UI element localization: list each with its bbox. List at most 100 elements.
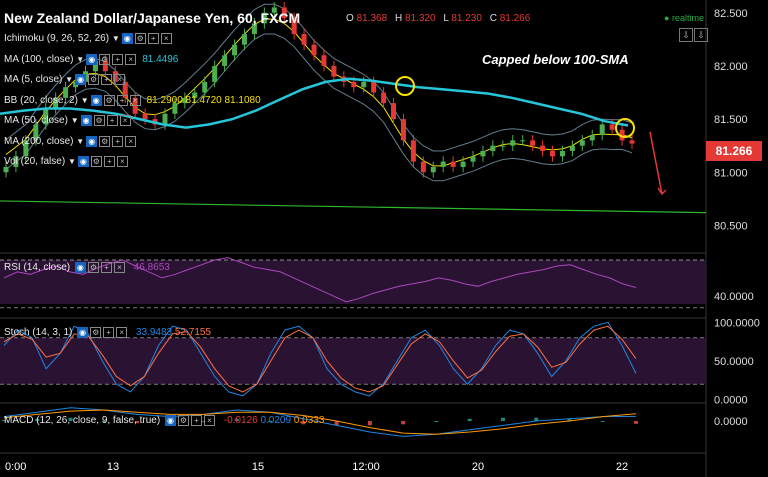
macd-histogram-bar xyxy=(600,421,605,422)
gear-icon[interactable]: ⚙ xyxy=(93,115,105,126)
close-icon[interactable]: × xyxy=(116,156,128,167)
eye-icon[interactable]: ◉ xyxy=(77,156,89,167)
indicator-legend[interactable]: MA (5, close) ▼ ◉ ⚙ + × xyxy=(4,74,131,85)
gear-icon[interactable]: ⚙ xyxy=(177,415,189,426)
candle xyxy=(361,81,367,88)
eye-icon[interactable]: ◉ xyxy=(86,135,98,147)
candle xyxy=(192,92,198,98)
macd-histogram-bar xyxy=(401,421,406,425)
candle xyxy=(460,161,466,167)
macd-histogram-bar xyxy=(467,418,472,421)
rsi-legend[interactable]: RSI (14, close) ◉ ⚙ + × 46.8653 xyxy=(4,262,170,273)
gear-icon[interactable]: ⚙ xyxy=(99,135,111,147)
indicator-label: MA (200, close) xyxy=(4,135,74,147)
chevron-down-icon[interactable]: ▼ xyxy=(80,95,89,105)
indicator-legend[interactable]: Vol (20, false) ▼ ◉ ⚙ + × xyxy=(4,156,134,167)
plus-icon[interactable]: + xyxy=(100,262,112,273)
plus-icon[interactable]: + xyxy=(147,33,159,44)
eye-icon[interactable]: ◉ xyxy=(164,415,176,426)
candle xyxy=(212,65,218,82)
plus-icon[interactable]: + xyxy=(112,53,124,65)
candle xyxy=(202,81,208,93)
candle xyxy=(579,140,585,146)
indicator-legend[interactable]: BB (20, close, 2) ▼ ◉ ⚙ + × 81.2900 81.4720 8… xyxy=(4,94,261,106)
candle xyxy=(500,145,506,147)
indicator-legend[interactable]: MA (200, close) ▼ ◉ ⚙ + × xyxy=(4,135,142,147)
gear-icon[interactable]: ⚙ xyxy=(87,262,99,273)
candle xyxy=(241,34,247,45)
plus-icon[interactable]: + xyxy=(101,74,113,85)
download-button[interactable]: ⇩ xyxy=(679,28,693,42)
chevron-down-icon[interactable]: ▼ xyxy=(67,157,76,167)
candle xyxy=(391,103,397,120)
y-tick-label: 80.500 xyxy=(714,220,748,232)
chevron-down-icon[interactable]: ▼ xyxy=(76,136,85,146)
plus-icon[interactable]: + xyxy=(112,135,124,147)
close-icon[interactable]: × xyxy=(125,53,137,65)
macd-histogram-bar xyxy=(35,418,40,421)
gear-icon[interactable]: ⚙ xyxy=(88,74,100,85)
macd-legend[interactable]: MACD (12, 26, close, 9, false, true) ◉ ⚙ +… xyxy=(4,415,324,426)
close-icon[interactable]: × xyxy=(129,94,141,106)
eye-icon[interactable]: ◉ xyxy=(86,53,98,65)
close-icon[interactable]: × xyxy=(119,115,131,126)
current-price-tag: 81.266 xyxy=(706,141,762,161)
stoch-k-value: 33.9483 xyxy=(135,327,173,339)
gear-icon[interactable]: ⚙ xyxy=(134,33,146,44)
plus-icon[interactable]: + xyxy=(103,327,115,338)
macd-histogram-bar xyxy=(201,421,206,422)
eye-icon[interactable]: ◉ xyxy=(90,94,102,106)
eye-icon[interactable]: ◉ xyxy=(121,33,133,44)
ohlc-open-value: 81.368 xyxy=(356,13,388,24)
eye-icon[interactable]: ◉ xyxy=(75,74,87,85)
chevron-down-icon[interactable]: ▼ xyxy=(70,116,79,126)
gear-icon[interactable]: ⚙ xyxy=(90,327,102,338)
stoch-legend[interactable]: Stoch (14, 3, 1) ◉ ⚙ + × 33.9483 52.7155 xyxy=(4,327,211,338)
candle xyxy=(599,124,605,136)
chevron-down-icon[interactable]: ▼ xyxy=(111,34,120,44)
eye-icon[interactable]: ◉ xyxy=(80,115,92,126)
y-tick-label: 81.000 xyxy=(714,167,748,179)
plus-icon[interactable]: + xyxy=(106,115,118,126)
x-tick-label: 13 xyxy=(107,461,119,473)
close-icon[interactable]: × xyxy=(116,327,128,338)
macd-histogram-bar xyxy=(2,419,6,421)
indicator-legend[interactable]: MA (100, close) ▼ ◉ ⚙ + × 81.4496 xyxy=(4,53,179,65)
eye-icon[interactable]: ◉ xyxy=(77,327,89,338)
indicator-legend[interactable]: Ichimoku (9, 26, 52, 26) ▼ ◉ ⚙ + × xyxy=(4,33,178,44)
x-tick-label: 20 xyxy=(472,461,484,473)
macd-histogram-bar xyxy=(367,421,372,426)
candle xyxy=(261,12,267,24)
plus-icon[interactable]: + xyxy=(103,156,115,167)
chevron-down-icon[interactable]: ▼ xyxy=(76,54,85,64)
plus-icon[interactable]: + xyxy=(190,415,202,426)
plus-icon[interactable]: + xyxy=(116,94,128,106)
highlight-circle xyxy=(615,118,635,138)
eye-icon[interactable]: ◉ xyxy=(74,262,86,273)
candle xyxy=(629,140,635,144)
ohlc-open-label: O xyxy=(346,13,354,24)
close-icon[interactable]: × xyxy=(113,262,125,273)
gear-icon[interactable]: ⚙ xyxy=(103,94,115,106)
candle xyxy=(311,44,317,56)
gear-icon[interactable]: ⚙ xyxy=(99,53,111,65)
chevron-down-icon[interactable]: ▼ xyxy=(65,75,74,85)
close-icon[interactable]: × xyxy=(114,74,126,85)
indicator-legend[interactable]: MA (50, close) ▼ ◉ ⚙ + × xyxy=(4,115,137,126)
settings-button[interactable]: ⇩ xyxy=(694,28,708,42)
close-icon[interactable]: × xyxy=(160,33,172,44)
indicator-value: 81.4496 xyxy=(142,53,179,65)
indicator-label: Vol (20, false) xyxy=(4,156,66,168)
macd-label: MACD (12, 26, close, 9, false, true) xyxy=(4,415,161,427)
macd-histogram-bar xyxy=(135,421,140,424)
rsi-value: 46.8653 xyxy=(133,262,170,274)
annotation-text: Capped below 100-SMA xyxy=(482,52,629,67)
close-icon[interactable]: × xyxy=(125,135,137,147)
candle xyxy=(490,145,496,151)
macd-histogram-bar xyxy=(301,421,306,425)
close-icon[interactable]: × xyxy=(203,415,215,426)
gear-icon[interactable]: ⚙ xyxy=(90,156,102,167)
y-tick-label: 82.500 xyxy=(714,8,748,20)
candle xyxy=(470,156,476,162)
realtime-indicator[interactable]: ● realtime xyxy=(664,13,704,23)
